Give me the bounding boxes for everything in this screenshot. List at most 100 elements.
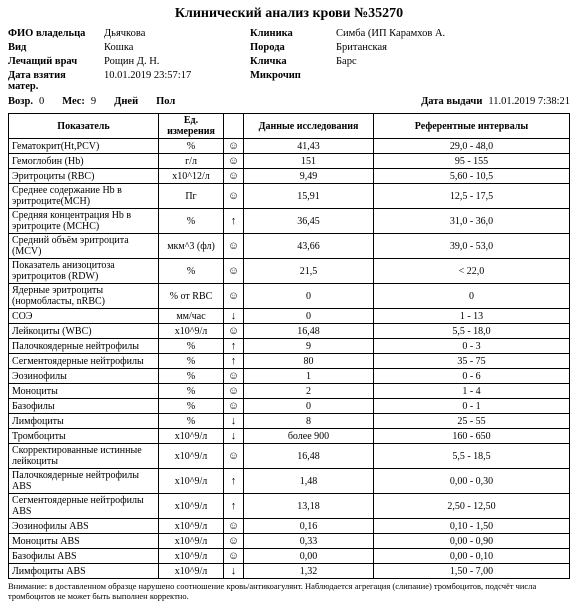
cell-ref: 35 - 75 [374, 354, 570, 369]
cell-ref: 0 - 6 [374, 369, 570, 384]
cell-param: Эозинофилы [9, 369, 159, 384]
cell-unit: x10^9/л [159, 519, 224, 534]
cell-param: СОЭ [9, 309, 159, 324]
cell-symbol: ↑ [224, 469, 244, 494]
cell-ref: 95 - 155 [374, 154, 570, 169]
col-ref: Референтные интервалы [374, 114, 570, 139]
cell-symbol: ☺ [224, 399, 244, 414]
table-row: Гемоглобин (Hb)г/л☺15195 - 155 [9, 154, 570, 169]
cell-value: 16,48 [244, 324, 374, 339]
microchip-value [336, 70, 570, 92]
col-value: Данные исследования [244, 114, 374, 139]
cell-ref: 31,0 - 36,0 [374, 209, 570, 234]
cell-value: 21,5 [244, 259, 374, 284]
cell-ref: 0,10 - 1,50 [374, 519, 570, 534]
cell-unit: мкм^3 (фл) [159, 234, 224, 259]
cell-value: 2 [244, 384, 374, 399]
cell-value: 1 [244, 369, 374, 384]
cell-symbol: ↑ [224, 354, 244, 369]
col-unit: Ед. измерения [159, 114, 224, 139]
cell-symbol: ☺ [224, 519, 244, 534]
cell-symbol: ☺ [224, 444, 244, 469]
cell-param: Средний объём эритроцита (MCV) [9, 234, 159, 259]
sex-label: Пол [156, 96, 175, 107]
cell-symbol: ↓ [224, 309, 244, 324]
months-label: Мес: [62, 96, 85, 107]
table-row: Эозинофилы ABSx10^9/л☺0,160,10 - 1,50 [9, 519, 570, 534]
cell-param: Сегментоядерные нейтрофилы ABS [9, 494, 159, 519]
cell-ref: 0,00 - 0,10 [374, 549, 570, 564]
cell-value: 43,66 [244, 234, 374, 259]
cell-unit: % [159, 209, 224, 234]
table-row: СОЭмм/час↓01 - 13 [9, 309, 570, 324]
cell-value: 151 [244, 154, 374, 169]
cell-value: 0 [244, 284, 374, 309]
cell-param: Палочкоядерные нейтрофилы ABS [9, 469, 159, 494]
cell-param: Гемоглобин (Hb) [9, 154, 159, 169]
cell-unit: x10^9/л [159, 469, 224, 494]
age-value: 0 [39, 96, 44, 107]
footnote: Внимание: в доставленном образце нарушен… [8, 582, 570, 602]
table-row: Тромбоцитыx10^9/л↓более 900160 - 650 [9, 429, 570, 444]
cell-value: 8 [244, 414, 374, 429]
cell-ref: 5,5 - 18,5 [374, 444, 570, 469]
meta-block: ФИО владельца Дьячкова Клиника Симба (ИП… [8, 28, 570, 92]
doctor-value: Рощин Д. Н. [104, 56, 244, 67]
cell-value: 9,49 [244, 169, 374, 184]
cell-ref: 5,5 - 18,0 [374, 324, 570, 339]
cell-ref: 160 - 650 [374, 429, 570, 444]
cell-value: 16,48 [244, 444, 374, 469]
cell-value: 41,43 [244, 139, 374, 154]
cell-unit: x10^12/л [159, 169, 224, 184]
table-body: Гематокрит(Ht,PCV)%☺41,4329,0 - 48,0Гемо… [9, 139, 570, 579]
cell-ref: 12,5 - 17,5 [374, 184, 570, 209]
cell-ref: 29,0 - 48,0 [374, 139, 570, 154]
days-label: Дней [114, 96, 138, 107]
cell-unit: % [159, 259, 224, 284]
table-row: Базофилы ABSx10^9/л☺0,000,00 - 0,10 [9, 549, 570, 564]
cell-symbol: ☺ [224, 139, 244, 154]
cell-unit: % [159, 399, 224, 414]
cell-ref: 1,50 - 7,00 [374, 564, 570, 579]
cell-unit: x10^9/л [159, 534, 224, 549]
table-row: Палочкоядерные нейтрофилы ABSx10^9/л↑1,4… [9, 469, 570, 494]
cell-value: 0,00 [244, 549, 374, 564]
cell-unit: x10^9/л [159, 549, 224, 564]
table-row: Сегментоядерные нейтрофилы ABSx10^9/л↑13… [9, 494, 570, 519]
cell-symbol: ☺ [224, 384, 244, 399]
clinic-label: Клиника [250, 28, 330, 39]
doctor-label: Лечащий врач [8, 56, 98, 67]
cell-value: 13,18 [244, 494, 374, 519]
cell-symbol: ☺ [224, 534, 244, 549]
col-param: Показатель [9, 114, 159, 139]
cell-value: 36,45 [244, 209, 374, 234]
cell-unit: % [159, 384, 224, 399]
cell-unit: x10^9/л [159, 494, 224, 519]
table-row: Гематокрит(Ht,PCV)%☺41,4329,0 - 48,0 [9, 139, 570, 154]
cell-value: более 900 [244, 429, 374, 444]
cell-ref: 1 - 4 [374, 384, 570, 399]
cell-unit: % [159, 414, 224, 429]
cell-value: 1,48 [244, 469, 374, 494]
cell-symbol: ☺ [224, 284, 244, 309]
table-row: Сегментоядерные нейтрофилы%↑8035 - 75 [9, 354, 570, 369]
table-row: Эритроциты (RBC)x10^12/л☺9,495,60 - 10,5 [9, 169, 570, 184]
cell-symbol: ↓ [224, 564, 244, 579]
cell-ref: 0 - 1 [374, 399, 570, 414]
cell-ref: 1 - 13 [374, 309, 570, 324]
cell-unit: % [159, 139, 224, 154]
cell-param: Гематокрит(Ht,PCV) [9, 139, 159, 154]
cell-param: Среднее содержание Hb в эритроците(MCH) [9, 184, 159, 209]
cell-ref: 39,0 - 53,0 [374, 234, 570, 259]
species-label: Вид [8, 42, 98, 53]
cell-param: Палочкоядерные нейтрофилы [9, 339, 159, 354]
table-row: Палочкоядерные нейтрофилы%↑90 - 3 [9, 339, 570, 354]
cell-symbol: ☺ [224, 184, 244, 209]
cell-symbol: ☺ [224, 324, 244, 339]
table-row: Скорректированные истинные лейкоцитыx10^… [9, 444, 570, 469]
cell-unit: x10^9/л [159, 429, 224, 444]
cell-param: Сегментоядерные нейтрофилы [9, 354, 159, 369]
cell-symbol: ☺ [224, 234, 244, 259]
age-label: Возр. [8, 96, 33, 107]
sample-date-value: 10.01.2019 23:57:17 [104, 70, 244, 92]
